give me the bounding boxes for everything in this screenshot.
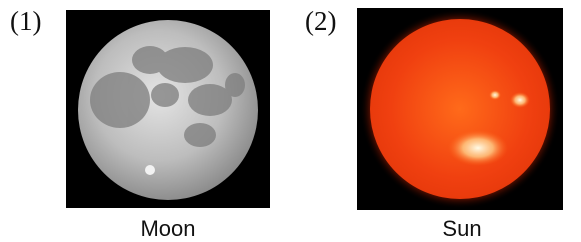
panel-moon: (1) Moon [10, 6, 270, 241]
panel-number: (2) [305, 6, 336, 36]
caption: Moon [140, 216, 195, 241]
figure: (1) Moon (2) Sun [0, 0, 581, 242]
sun [370, 19, 550, 199]
sun-flare [510, 92, 530, 108]
caption: Sun [442, 216, 481, 241]
crater [145, 165, 155, 175]
sun-flare [489, 90, 501, 100]
sun-flare [448, 130, 508, 166]
panel-number: (1) [10, 6, 41, 36]
panel-sun: (2) Sun [305, 6, 563, 241]
